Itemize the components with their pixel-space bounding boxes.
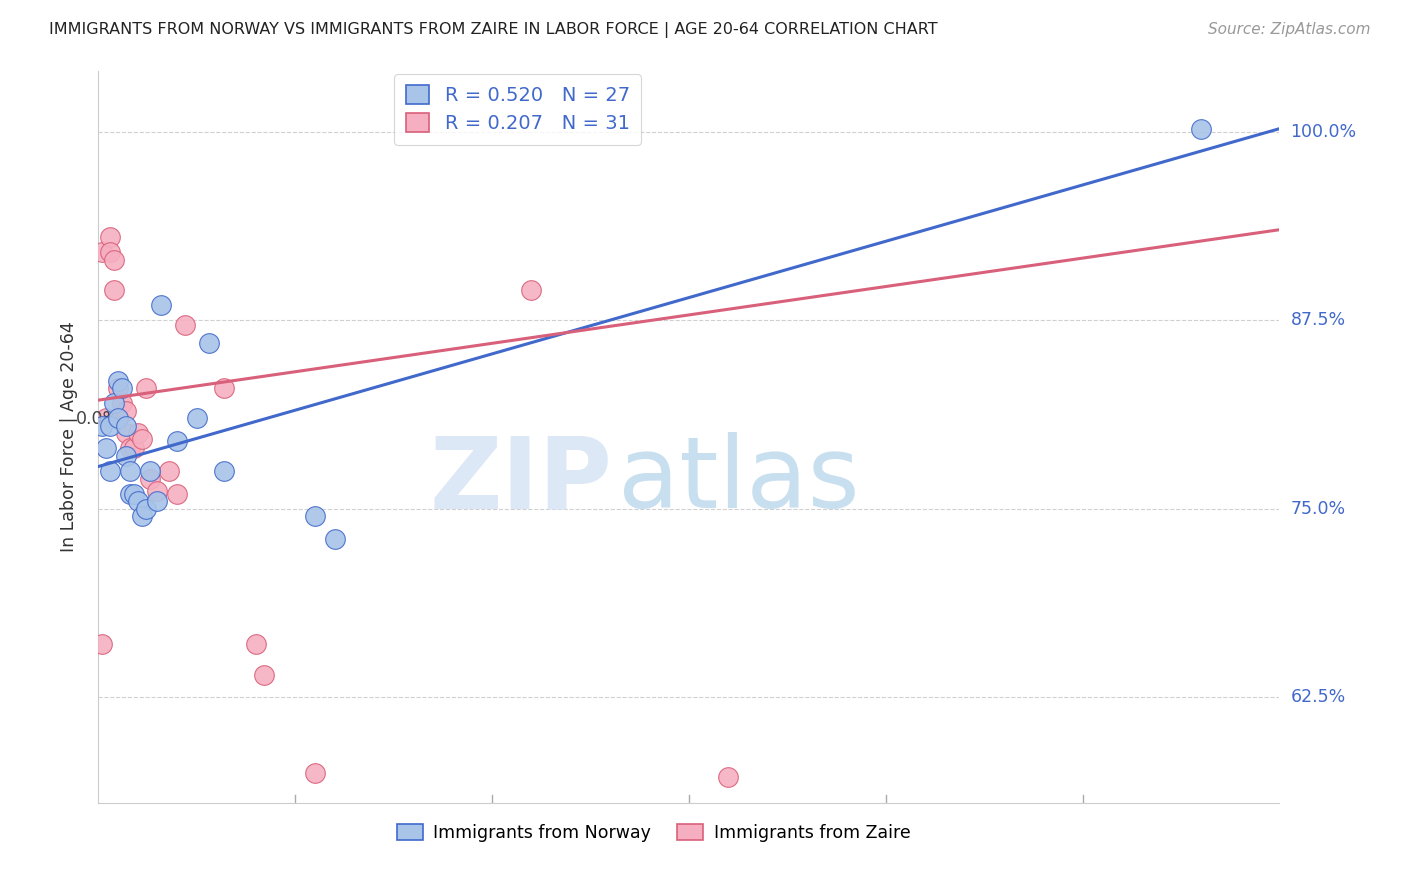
Point (122, 442, 145, 456)
Y-axis label: In Labor Force | Age 20-64: In Labor Force | Age 20-64 (59, 322, 77, 552)
Point (520, 283, 543, 297)
Point (174, 318, 197, 332)
Point (197, 335, 219, 350)
Point (91, 245, 114, 260)
Point (103, 283, 125, 297)
Point (253, 667, 276, 681)
Point (96, 411, 118, 425)
Point (214, 381, 236, 395)
Text: IMMIGRANTS FROM NORWAY VS IMMIGRANTS FROM ZAIRE IN LABOR FORCE | AGE 20-64 CORRE: IMMIGRANTS FROM NORWAY VS IMMIGRANTS FRO… (49, 22, 938, 38)
Text: 87.5%: 87.5% (1291, 311, 1346, 329)
Text: Source: ZipAtlas.com: Source: ZipAtlas.com (1208, 22, 1371, 37)
Point (131, 433, 153, 447)
Point (91, 637, 114, 651)
Text: atlas: atlas (619, 433, 859, 530)
Point (245, 637, 267, 651)
Point (118, 464, 141, 478)
Point (115, 403, 138, 417)
Point (131, 509, 153, 524)
Text: 100.0%: 100.0% (1291, 123, 1357, 141)
Point (98, 245, 121, 260)
Legend: Immigrants from Norway, Immigrants from Zaire: Immigrants from Norway, Immigrants from … (389, 817, 917, 849)
Point (118, 442, 141, 456)
Point (127, 426, 149, 441)
Point (115, 449, 138, 463)
Point (115, 426, 138, 441)
Point (107, 411, 129, 425)
Point (717, 770, 740, 784)
Point (127, 494, 149, 508)
Point (150, 298, 173, 312)
Point (323, 532, 346, 546)
Point (135, 501, 157, 516)
Point (103, 396, 125, 410)
Point (186, 411, 208, 425)
Point (98, 230, 121, 244)
Text: 62.5%: 62.5% (1291, 689, 1346, 706)
Point (96, 442, 118, 456)
Point (214, 464, 236, 478)
Point (304, 509, 326, 524)
Text: 75.0%: 75.0% (1291, 500, 1346, 517)
Point (111, 396, 134, 410)
Point (107, 411, 129, 425)
Point (146, 494, 169, 508)
Point (135, 381, 157, 395)
Point (98, 464, 121, 478)
Point (122, 486, 145, 500)
Point (118, 486, 141, 500)
Point (138, 471, 160, 485)
Point (146, 483, 169, 498)
Point (1189, 121, 1212, 136)
Point (107, 374, 129, 388)
Point (103, 252, 125, 267)
Point (98, 418, 121, 433)
Point (157, 464, 180, 478)
Point (166, 486, 188, 500)
Point (91, 418, 114, 433)
Point (107, 381, 129, 395)
Point (115, 418, 138, 433)
Point (166, 434, 188, 448)
Text: 0.0%: 0.0% (76, 410, 121, 428)
Point (304, 765, 326, 780)
Point (138, 464, 160, 478)
Text: ZIP: ZIP (429, 433, 612, 530)
Point (111, 381, 134, 395)
